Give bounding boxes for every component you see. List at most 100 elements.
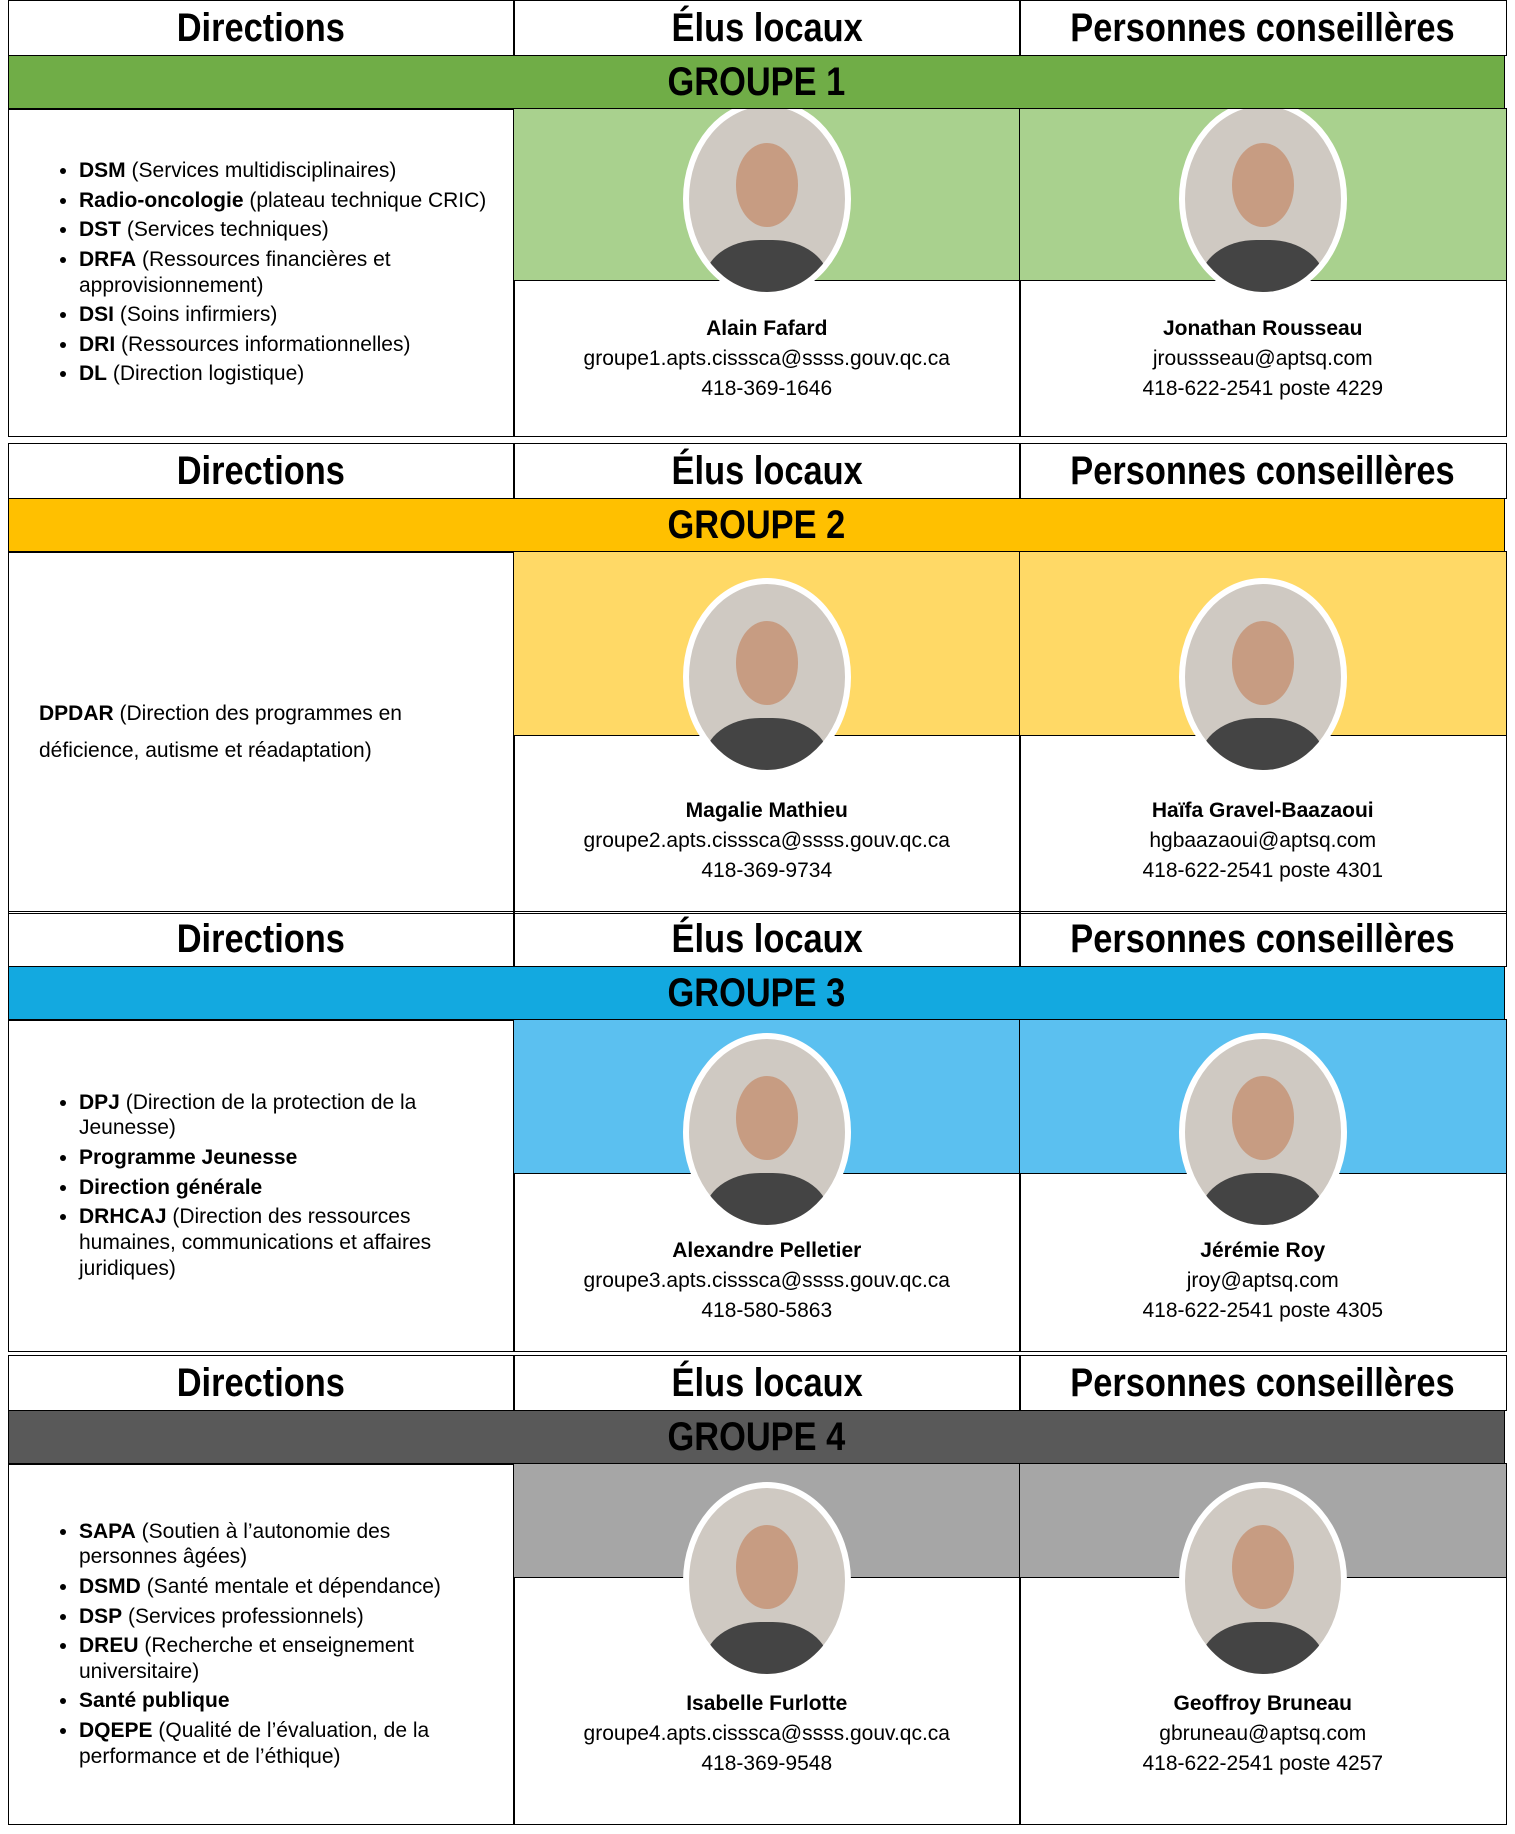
column-header: Directions <box>8 1355 515 1411</box>
direction-item: DSI (Soins infirmiers) <box>79 302 494 328</box>
person-name: Magalie Mathieu <box>685 799 848 822</box>
person-name: Geoffroy Bruneau <box>1173 1692 1353 1715</box>
photo-body <box>1200 239 1326 292</box>
person-name: Jonathan Rousseau <box>1162 317 1363 340</box>
direction-item: Santé publique <box>79 1688 494 1714</box>
photo-body <box>1200 1621 1326 1674</box>
column-header: Personnes conseillères <box>1019 1355 1507 1411</box>
portrait-photo <box>682 1482 851 1680</box>
direction-item: Programme Jeunesse <box>79 1145 494 1171</box>
person-name: Alexandre Pelletier <box>672 1239 862 1262</box>
group-title: GROUPE 4 <box>667 1414 846 1459</box>
column-header: Directions <box>8 911 515 967</box>
direction-desc: (Santé mentale et dépendance) <box>146 1574 441 1598</box>
person-phone: 418-369-1646 <box>701 377 833 400</box>
direction-desc: (Direction des programmes en déficience,… <box>39 701 402 762</box>
direction-item: Direction générale <box>79 1175 494 1201</box>
direction-code: Programme Jeunesse <box>79 1146 298 1170</box>
person-cell: Magalie Mathieu groupe2.apts.cisssca@ssss… <box>513 551 1021 914</box>
direction-code: DRHCAJ <box>79 1205 167 1229</box>
directions-cell: DPJ (Direction de la protection de la Je… <box>8 1019 515 1352</box>
person-email: jroussseau@aptsq.com <box>1152 347 1373 370</box>
direction-item: Radio-oncologie (plateau technique CRIC) <box>79 188 494 214</box>
person-phone: 418-622-2541 poste 4257 <box>1142 1752 1384 1775</box>
person-cell: Alexandre Pelletier groupe3.apts.cisssca@… <box>513 1019 1021 1352</box>
column-header: Personnes conseillères <box>1019 443 1507 499</box>
direction-code: DSI <box>79 303 115 327</box>
column-header: Personnes conseillères <box>1019 0 1507 56</box>
direction-desc: (Services techniques) <box>126 218 329 242</box>
direction-item: DST (Services techniques) <box>79 217 494 243</box>
direction-desc: (Services multidisciplinaires) <box>131 159 397 183</box>
directions-list: DPJ (Direction de la protection de la Je… <box>9 1086 514 1285</box>
person-phone: 418-622-2541 poste 4301 <box>1142 859 1384 882</box>
directions-cell: SAPA (Soutien à l’autonomie des personne… <box>8 1463 515 1825</box>
column-header-text: Personnes conseillères <box>1070 1360 1455 1405</box>
photo-body <box>704 1172 830 1225</box>
directions-list: DSM (Services multidisciplinaires) Radio-… <box>9 154 514 391</box>
group-title: GROUPE 2 <box>667 502 846 547</box>
person-email: gbruneau@aptsq.com <box>1159 1722 1367 1745</box>
column-header-text: Élus locaux <box>671 5 863 50</box>
portrait-photo <box>1178 109 1347 298</box>
direction-code: Direction générale <box>79 1175 263 1199</box>
photo-head <box>735 621 798 705</box>
portrait-photo <box>682 1033 851 1231</box>
direction-item: DRFA (Ressources financières et approvis… <box>79 247 494 298</box>
person-email: groupe4.apts.cisssca@ssss.gouv.qc.ca <box>583 1722 950 1745</box>
group-band: GROUPE 3 <box>8 965 1505 1021</box>
photo-body <box>704 717 830 770</box>
direction-desc: (Soutien à l’autonomie des personnes âgé… <box>79 1519 391 1569</box>
person-email: groupe2.apts.cisssca@ssss.gouv.qc.ca <box>583 829 950 852</box>
direction-item: DRI (Ressources informationnelles) <box>79 332 494 358</box>
directions-cell: DSM (Services multidisciplinaires) Radio-… <box>8 108 515 437</box>
direction-item: DPJ (Direction de la protection de la Je… <box>79 1090 494 1141</box>
photo-body <box>1200 717 1326 770</box>
photo-head <box>1231 621 1294 705</box>
person-cell: Isabelle Furlotte groupe4.apts.cisssca@ss… <box>513 1463 1021 1825</box>
column-header-text: Élus locaux <box>671 916 863 961</box>
photo-body <box>1200 1172 1326 1225</box>
column-header-text: Personnes conseillères <box>1070 448 1455 493</box>
direction-item: SAPA (Soutien à l’autonomie des personne… <box>79 1519 494 1570</box>
person-email: jroy@aptsq.com <box>1186 1269 1339 1292</box>
person-name: Jérémie Roy <box>1200 1239 1326 1262</box>
person-phone: 418-622-2541 poste 4305 <box>1142 1299 1384 1322</box>
column-header-text: Élus locaux <box>671 1360 863 1405</box>
direction-code: DSMD <box>79 1574 141 1598</box>
direction-desc: (Direction des ressources humaines, comm… <box>79 1205 432 1280</box>
direction-code: DST <box>79 218 121 242</box>
direction-item: DL (Direction logistique) <box>79 361 494 387</box>
direction-paragraph: DPDAR (Direction des programmes en défic… <box>39 696 484 770</box>
direction-item: DQEPE (Qualité de l’évaluation, de la pe… <box>79 1718 494 1769</box>
person-email: groupe3.apts.cisssca@ssss.gouv.qc.ca <box>583 1269 950 1292</box>
person-cell: Alain Fafard groupe1.apts.cisssca@ssss.go… <box>513 108 1021 437</box>
column-header-text: Élus locaux <box>671 448 863 493</box>
direction-desc: (Ressources informationnelles) <box>121 332 411 356</box>
person-phone: 418-369-9548 <box>701 1752 833 1775</box>
group-band: GROUPE 1 <box>8 54 1505 110</box>
direction-code: SAPA <box>79 1519 136 1543</box>
direction-desc: (Direction de la protection de la Jeunes… <box>79 1090 417 1140</box>
direction-item: DREU (Recherche et enseignement universi… <box>79 1633 494 1684</box>
person-phone: 418-369-9734 <box>701 859 833 882</box>
directions-cell: DPDAR (Direction des programmes en défic… <box>8 551 515 914</box>
column-header: Élus locaux <box>513 0 1021 56</box>
column-header-text: Personnes conseillères <box>1070 916 1455 961</box>
column-header: Directions <box>8 0 515 56</box>
portrait-photo <box>1178 1482 1347 1680</box>
direction-desc: (Recherche et enseignement universitaire… <box>79 1634 415 1683</box>
person-cell: Jonathan Rousseau jroussseau@aptsq.com 418… <box>1019 108 1507 437</box>
person-cell: Geoffroy Bruneau gbruneau@aptsq.com 418-62… <box>1019 1463 1507 1825</box>
direction-desc: (Qualité de l’évaluation, de la performa… <box>79 1719 430 1768</box>
direction-desc: (Soins infirmiers) <box>119 303 278 327</box>
person-name: Haïfa Gravel-Baazaoui <box>1151 799 1374 822</box>
person-email: groupe1.apts.cisssca@ssss.gouv.qc.ca <box>583 347 950 370</box>
direction-code: DRI <box>79 332 116 356</box>
column-header-text: Directions <box>177 448 346 493</box>
person-name: Isabelle Furlotte <box>686 1692 848 1715</box>
portrait-photo <box>1178 1033 1347 1231</box>
portrait-photo <box>682 578 851 776</box>
column-header-text: Directions <box>177 916 346 961</box>
